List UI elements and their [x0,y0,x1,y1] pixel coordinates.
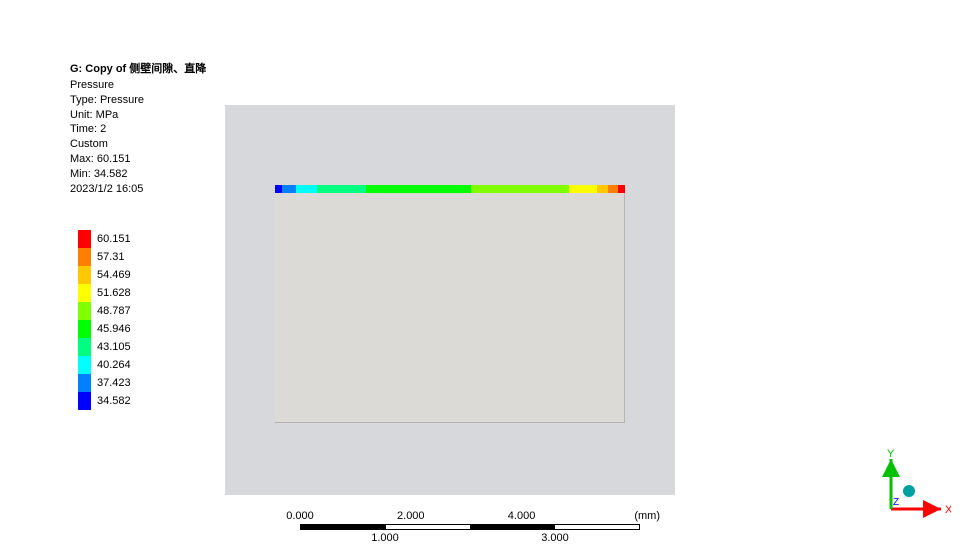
legend-entry: 37.423 [78,374,131,392]
ruler-segment [301,525,386,529]
legend-entry: 43.105 [78,338,131,356]
ruler-unit: (mm) [634,510,660,522]
ruler-label: 4.000 [508,510,536,522]
legend-entry: 40.264 [78,356,131,374]
legend-swatch [78,374,91,392]
legend-swatch [78,266,91,284]
result-min: Min: 34.582 [70,167,206,182]
legend-entry: 60.151 [78,230,131,248]
legend-label: 43.105 [97,341,131,353]
legend-swatch [78,320,91,338]
legend-entry: 34.582 [78,392,131,410]
triad-y-label: Y [887,449,895,460]
result-type: Type: Pressure [70,93,206,108]
coordinate-triad[interactable]: X Y Z [871,449,951,529]
result-time: Time: 2 [70,122,206,137]
ruler: 0.000 2.000 4.000 (mm) 1.000 3.000 [300,510,670,544]
triad-z-ball [903,485,915,497]
result-unit: Unit: MPa [70,108,206,123]
mesh-body [275,193,625,423]
legend-swatch [78,302,91,320]
legend-entry: 45.946 [78,320,131,338]
legend-entry: 51.628 [78,284,131,302]
ruler-segment [555,525,640,529]
legend-label: 34.582 [97,395,131,407]
result-title: G: Copy of 侧壁间隙、直降 [70,62,206,77]
color-legend: 60.151 57.31 54.469 51.628 48.787 45.946 43.10… [78,230,131,410]
ruler-segment [386,525,471,529]
legend-label: 37.423 [97,377,131,389]
legend-swatch [78,338,91,356]
legend-label: 48.787 [97,305,131,317]
legend-label: 45.946 [97,323,131,335]
legend-entry: 54.469 [78,266,131,284]
legend-label: 40.264 [97,359,131,371]
legend-label: 57.31 [97,251,125,263]
triad-x-label: X [945,504,951,516]
legend-label: 54.469 [97,269,131,281]
ruler-bar [300,524,640,530]
legend-label: 60.151 [97,233,131,245]
ruler-label: 0.000 [286,510,314,522]
ruler-label: 3.000 [470,532,640,544]
ruler-bottom-labels: 1.000 3.000 [300,532,640,544]
legend-swatch [78,356,91,374]
ruler-label: 1.000 [300,532,470,544]
legend-label: 51.628 [97,287,131,299]
result-custom: Custom [70,137,206,152]
legend-swatch [78,284,91,302]
legend-swatch [78,392,91,410]
legend-swatch [78,230,91,248]
graphics-viewport[interactable] [225,105,675,495]
triad-z-label: Z [893,497,899,508]
legend-entry: 57.31 [78,248,131,266]
ruler-label: 2.000 [397,510,425,522]
result-max: Max: 60.151 [70,152,206,167]
ruler-top-labels: 0.000 2.000 4.000 (mm) [300,510,660,522]
result-timestamp: 2023/1/2 16:05 [70,182,206,197]
ruler-segment [470,525,555,529]
result-name: Pressure [70,78,206,93]
legend-entry: 48.787 [78,302,131,320]
legend-swatch [78,248,91,266]
result-info-block: G: Copy of 侧壁间隙、直降 Pressure Type: Pressu… [70,62,206,197]
